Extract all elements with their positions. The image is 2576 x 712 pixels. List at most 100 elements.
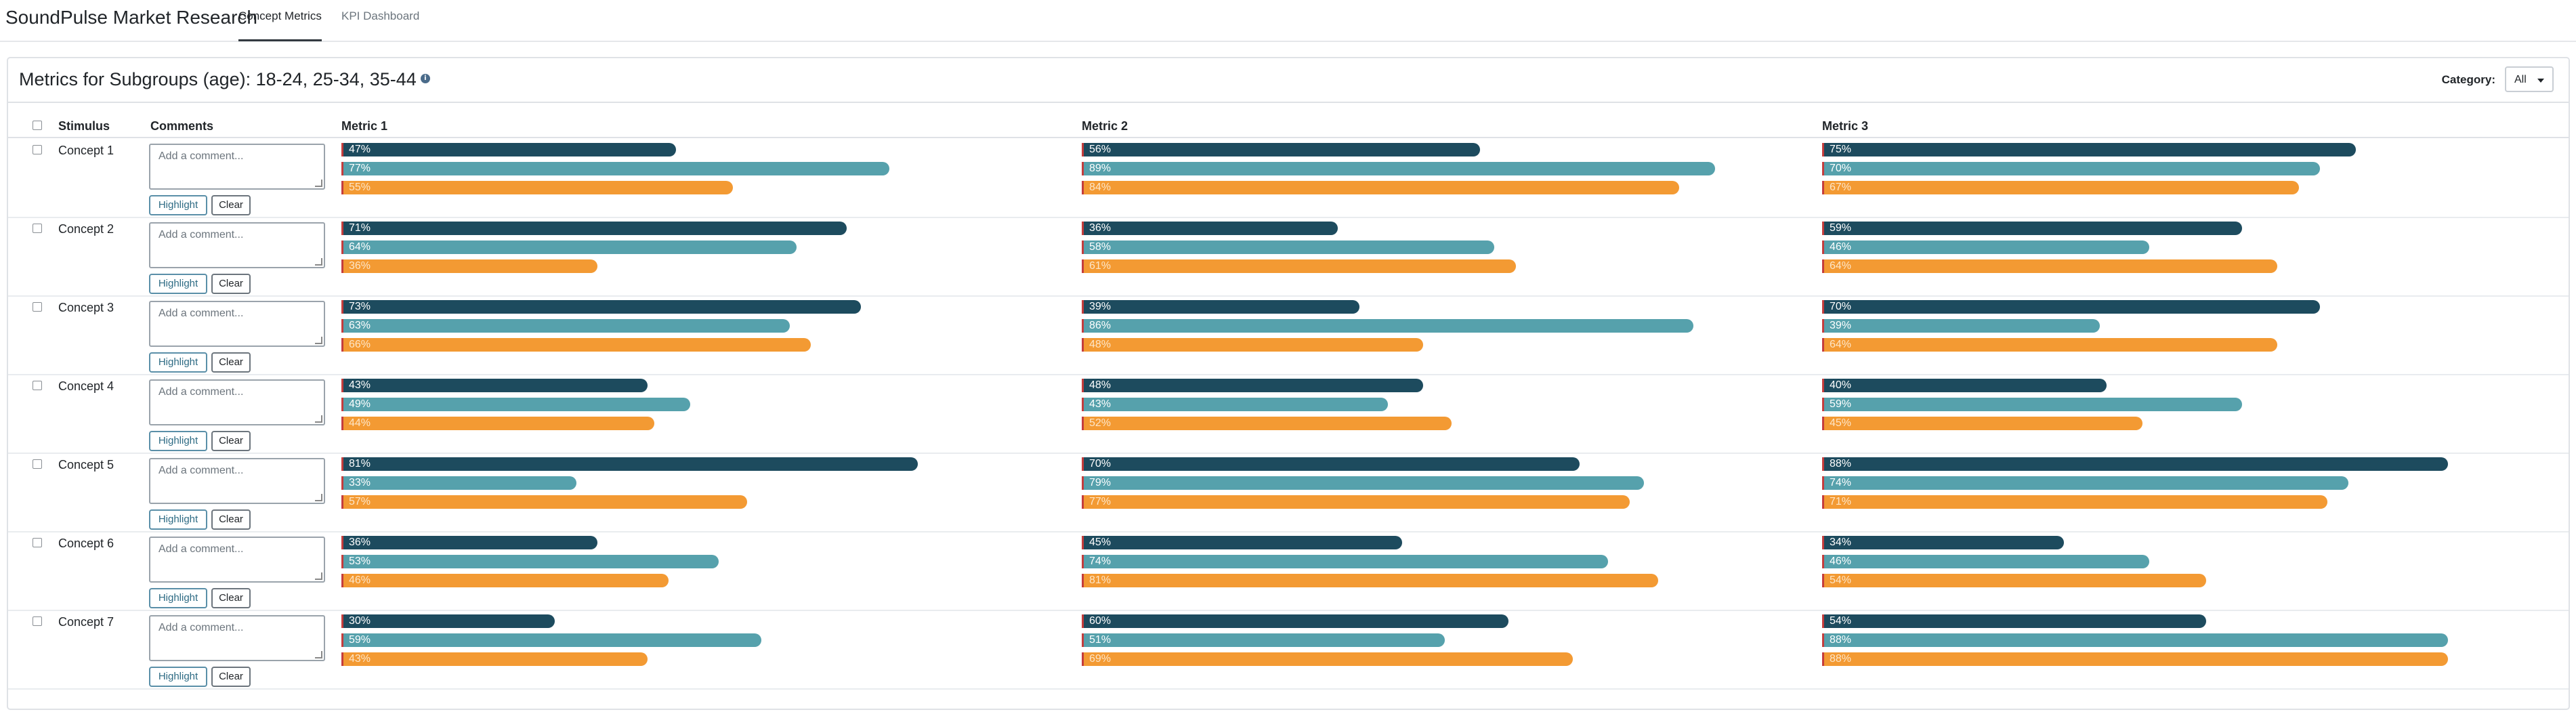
bar-metric-3-age-18-24: 75% [1822, 143, 2356, 156]
comment-textarea[interactable]: Add a comment... [149, 615, 325, 661]
bar-metric-2-age-25-34: 89% [1082, 162, 1715, 175]
bar-value-label: 30% [349, 615, 371, 627]
comment-textarea[interactable]: Add a comment... [149, 458, 325, 504]
bar-metric-1-age-35-44: 44% [341, 417, 654, 430]
highlight-button[interactable]: Highlight [149, 274, 207, 294]
bar-value-label: 70% [1830, 163, 1852, 174]
bar-metric-1-age-18-24: 36% [341, 536, 597, 549]
bar-value-label: 71% [349, 222, 371, 234]
bar-value-label: 73% [349, 301, 371, 312]
comment-textarea[interactable]: Add a comment... [149, 537, 325, 583]
bar-value-label: 54% [1830, 574, 1852, 586]
bar-metric-2-age-18-24: 60% [1082, 614, 1508, 628]
brand-title: SoundPulse Market Research [5, 7, 257, 28]
resize-handle-icon[interactable] [315, 258, 322, 266]
row-checkbox[interactable] [33, 538, 42, 547]
comment-textarea[interactable]: Add a comment... [149, 301, 325, 347]
info-icon[interactable]: i [420, 73, 430, 83]
comment-placeholder: Add a comment... [159, 150, 244, 162]
select-all-checkbox[interactable] [33, 121, 42, 130]
resize-handle-icon[interactable] [315, 572, 322, 580]
clear-button[interactable]: Clear [211, 667, 251, 687]
highlight-button[interactable]: Highlight [149, 431, 207, 451]
comment-textarea[interactable]: Add a comment... [149, 222, 325, 268]
category-select[interactable]: All [2505, 66, 2554, 92]
bar-value-label: 64% [349, 241, 371, 253]
bar-metric-3-age-25-34: 88% [1822, 633, 2448, 647]
chevron-down-icon [2537, 79, 2544, 83]
bar-value-label: 36% [349, 537, 371, 548]
highlight-button[interactable]: Highlight [149, 667, 207, 687]
tab-concept-metrics[interactable]: Concept Metrics [238, 9, 322, 41]
clear-button[interactable]: Clear [211, 431, 251, 451]
bar-value-label: 61% [1089, 260, 1112, 272]
highlight-button[interactable]: Highlight [149, 509, 207, 530]
resize-handle-icon[interactable] [315, 180, 322, 187]
bar-metric-2-age-25-34: 51% [1082, 633, 1445, 647]
bar-metric-3-age-25-34: 59% [1822, 398, 2242, 411]
bar-metric-1-age-25-34: 49% [341, 398, 690, 411]
table-row: Concept 1 Add a comment... Highlight Clear 4… [8, 138, 2569, 218]
bar-metric-2-age-18-24: 45% [1082, 536, 1402, 549]
clear-button[interactable]: Clear [211, 195, 251, 215]
clear-button[interactable]: Clear [211, 588, 251, 608]
bar-metric-3-age-35-44: 71% [1822, 495, 2327, 509]
stimulus-label: Concept 5 [58, 458, 114, 472]
row-checkbox[interactable] [33, 302, 42, 312]
bar-value-label: 33% [349, 477, 371, 488]
stimulus-label: Concept 4 [58, 379, 114, 393]
highlight-button[interactable]: Highlight [149, 352, 207, 373]
row-checkbox[interactable] [33, 616, 42, 626]
row-checkbox[interactable] [33, 145, 42, 154]
comment-textarea[interactable]: Add a comment... [149, 144, 325, 190]
bar-value-label: 70% [1089, 458, 1112, 469]
row-checkbox[interactable] [33, 459, 42, 469]
bar-value-label: 39% [1089, 301, 1112, 312]
bar-metric-2-age-35-44: 48% [1082, 338, 1423, 352]
bar-value-label: 70% [1830, 301, 1852, 312]
card-title: Metrics for Subgroups (age): 18-24, 25-3… [19, 69, 430, 90]
table-header: Stimulus Comments Metric 1 Metric 2 Metr… [8, 115, 2569, 138]
bar-value-label: 77% [349, 163, 371, 174]
column-header-metric-2: Metric 2 [1082, 119, 1128, 133]
metrics-card: Metrics for Subgroups (age): 18-24, 25-3… [7, 57, 2570, 710]
highlight-button[interactable]: Highlight [149, 195, 207, 215]
resize-handle-icon[interactable] [315, 651, 322, 658]
row-checkbox[interactable] [33, 381, 42, 390]
bar-metric-1-age-35-44: 57% [341, 495, 747, 509]
bar-metric-1-age-25-34: 59% [341, 633, 761, 647]
stimulus-label: Concept 7 [58, 615, 114, 629]
resize-handle-icon[interactable] [315, 337, 322, 344]
bar-metric-2-age-25-34: 74% [1082, 555, 1608, 568]
bar-metric-1-age-18-24: 81% [341, 457, 918, 471]
tab-kpi-dashboard[interactable]: KPI Dashboard [341, 9, 420, 22]
bar-metric-1-age-25-34: 77% [341, 162, 889, 175]
bar-value-label: 34% [1830, 537, 1852, 548]
bar-metric-3-age-18-24: 40% [1822, 379, 2107, 392]
resize-handle-icon[interactable] [315, 415, 322, 423]
bar-value-label: 54% [1830, 615, 1852, 627]
bar-metric-1-age-25-34: 53% [341, 555, 719, 568]
highlight-button[interactable]: Highlight [149, 588, 207, 608]
clear-button[interactable]: Clear [211, 352, 251, 373]
bar-value-label: 69% [1089, 653, 1112, 665]
bar-value-label: 58% [1089, 241, 1112, 253]
row-checkbox[interactable] [33, 224, 42, 233]
bar-value-label: 51% [1089, 634, 1112, 646]
clear-button[interactable]: Clear [211, 274, 251, 294]
comment-placeholder: Add a comment... [159, 622, 244, 633]
comment-textarea[interactable]: Add a comment... [149, 379, 325, 425]
comment-placeholder: Add a comment... [159, 308, 244, 319]
column-header-stimulus: Stimulus [58, 119, 110, 133]
bar-value-label: 43% [349, 653, 371, 665]
resize-handle-icon[interactable] [315, 494, 322, 501]
clear-button[interactable]: Clear [211, 509, 251, 530]
bar-metric-2-age-18-24: 56% [1082, 143, 1480, 156]
bar-metric-2-age-35-44: 77% [1082, 495, 1630, 509]
bar-metric-3-age-18-24: 88% [1822, 457, 2448, 471]
bar-value-label: 52% [1089, 417, 1112, 429]
bar-metric-1-age-18-24: 30% [341, 614, 555, 628]
bar-value-label: 60% [1089, 615, 1112, 627]
bar-value-label: 59% [1830, 222, 1852, 234]
bar-value-label: 66% [349, 339, 371, 350]
